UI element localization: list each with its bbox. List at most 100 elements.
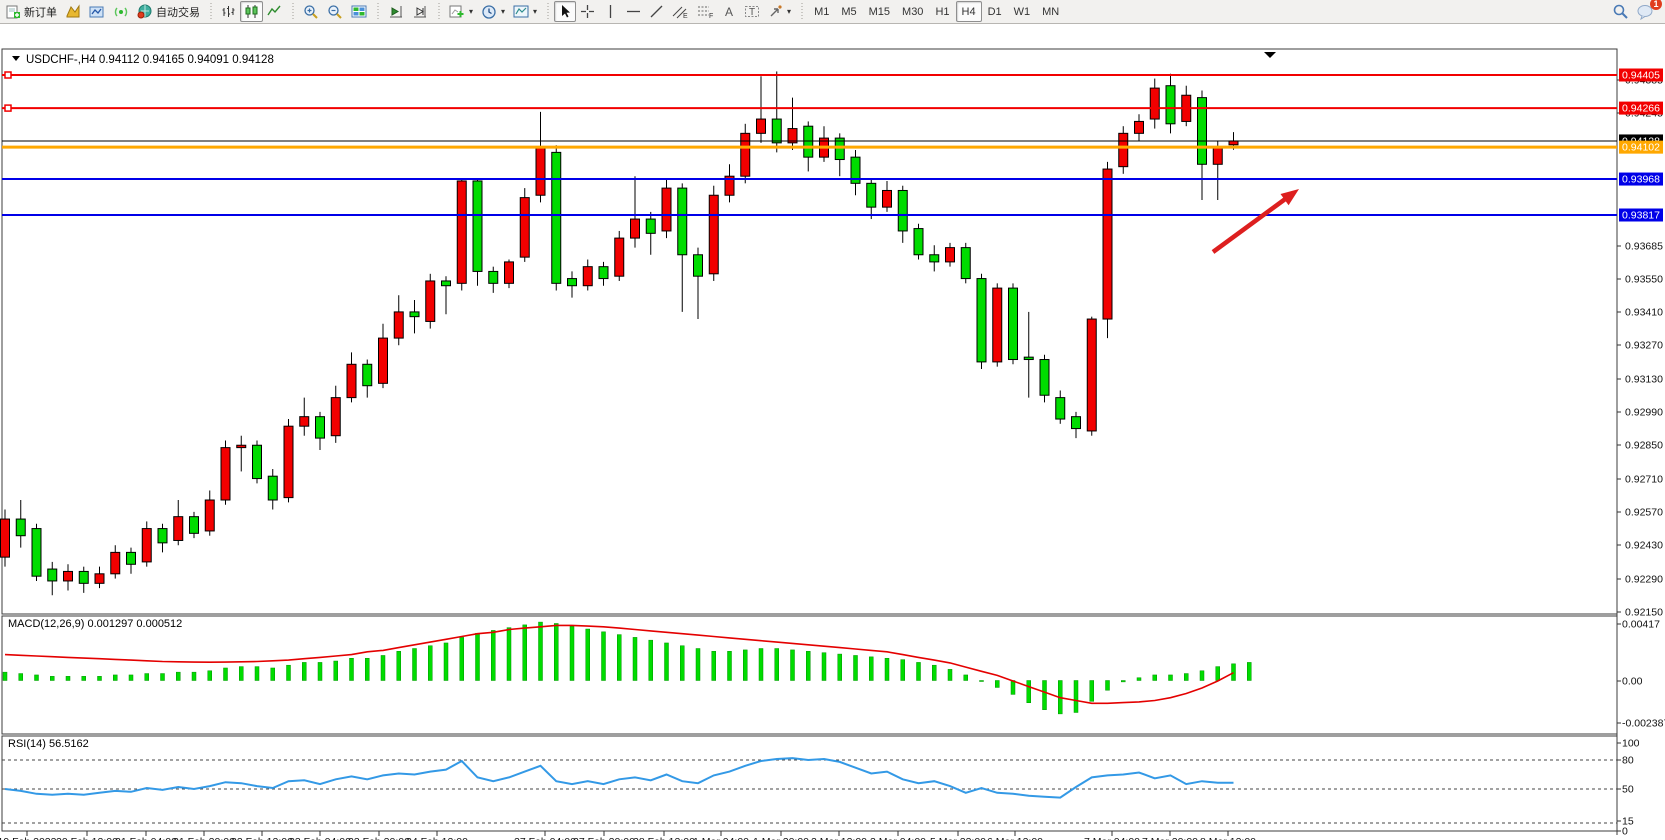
candlestick xyxy=(913,228,924,256)
bar-chart-button[interactable] xyxy=(217,1,240,22)
candlestick-button[interactable] xyxy=(240,1,263,22)
text-button[interactable]: A xyxy=(718,1,740,22)
rsi-label: RSI(14) 56.5162 xyxy=(8,738,89,750)
tf-m15[interactable]: M15 xyxy=(863,1,896,22)
macd-histogram-bar xyxy=(128,674,134,681)
macd-histogram-bar xyxy=(459,637,464,681)
cursor-button[interactable] xyxy=(554,1,577,22)
periods-button[interactable]: ▾ xyxy=(477,1,509,22)
macd-histogram-bar xyxy=(1199,670,1205,681)
price-tick-label: 0.93270 xyxy=(1625,340,1663,352)
trend-arrow-head[interactable] xyxy=(1280,189,1300,206)
tf-d1[interactable]: D1 xyxy=(982,1,1008,22)
price-chart[interactable]: 0.943850.942450.936850.935500.934100.932… xyxy=(0,23,1665,840)
signals-button[interactable] xyxy=(109,1,133,22)
search-icon xyxy=(1613,4,1628,19)
line-handle[interactable] xyxy=(4,104,12,112)
tf-h1-label: H1 xyxy=(935,5,950,18)
search-button[interactable] xyxy=(1608,1,1633,22)
tf-m30-label: M30 xyxy=(902,5,924,18)
candlestick xyxy=(378,337,388,384)
price-tick-label: 0.93685 xyxy=(1625,241,1663,253)
line-handle[interactable] xyxy=(4,71,12,79)
candlestick xyxy=(409,311,420,318)
profiles-button[interactable] xyxy=(85,1,109,22)
gold-chart-icon xyxy=(65,4,81,19)
candlestick xyxy=(1023,356,1034,361)
tf-h4[interactable]: H4 xyxy=(955,1,982,22)
auto-trading-button[interactable]: 自动交易 xyxy=(133,1,204,22)
tf-mn[interactable]: MN xyxy=(1036,1,1065,22)
candlestick xyxy=(110,551,121,575)
chart-wizard-button[interactable] xyxy=(61,1,85,22)
line-chart-button[interactable] xyxy=(263,1,286,22)
template-icon xyxy=(513,4,529,19)
chevron-down-icon: ▾ xyxy=(501,7,506,16)
chart-end-marker-icon xyxy=(1264,52,1276,58)
chart-title: USDCHF-,H4 0.94112 0.94165 0.94091 0.941… xyxy=(26,54,274,66)
toolbar-group-drawing: E F A T ▾ xyxy=(552,0,797,23)
candlestick xyxy=(866,182,877,208)
candlestick xyxy=(661,187,672,232)
arrows-button[interactable]: ▾ xyxy=(764,1,795,22)
hline-button[interactable] xyxy=(622,1,645,22)
crosshair-button[interactable] xyxy=(576,1,599,22)
tile-windows-button[interactable] xyxy=(347,1,371,22)
tf-w1-label: W1 xyxy=(1013,5,1031,18)
candlestick xyxy=(78,570,89,584)
trendline-button[interactable] xyxy=(645,1,668,22)
chart-autoscroll-button[interactable] xyxy=(408,1,432,22)
date-label: 6 Mar 12:00 xyxy=(987,836,1043,840)
macd-histogram-bar xyxy=(853,655,858,681)
macd-histogram-bar xyxy=(412,648,417,681)
macd-histogram-bar xyxy=(569,626,575,681)
indicators-button[interactable]: ▾ xyxy=(445,1,477,22)
macd-histogram-bar xyxy=(333,660,338,681)
candlestick xyxy=(1039,359,1050,396)
toolbar-separator xyxy=(799,2,805,21)
tf-m30[interactable]: M30 xyxy=(896,1,929,22)
channel-button[interactable]: E xyxy=(668,1,693,22)
candlestick xyxy=(1134,120,1144,134)
tf-m5[interactable]: M5 xyxy=(835,1,862,22)
text-label-icon: T xyxy=(744,4,760,19)
price-tick-label: 0.93130 xyxy=(1625,374,1663,386)
tf-m1[interactable]: M1 xyxy=(808,1,835,22)
chart-shift-button[interactable] xyxy=(384,1,408,22)
trend-arrow-annotation[interactable] xyxy=(1211,195,1290,254)
zoom-out-button[interactable] xyxy=(323,1,347,22)
tf-h1[interactable]: H1 xyxy=(929,1,955,22)
vline-button[interactable] xyxy=(599,1,622,22)
label-button[interactable]: T xyxy=(740,1,764,22)
toolbar-group-trade: 新订单 自动交易 xyxy=(0,0,206,23)
macd-histogram-bar xyxy=(963,674,968,681)
chat-icon xyxy=(1637,4,1653,20)
macd-histogram-bar xyxy=(1215,666,1220,681)
candlestick xyxy=(551,151,562,284)
tf-w1[interactable]: W1 xyxy=(1008,1,1037,22)
zoom-in-button[interactable] xyxy=(299,1,323,22)
price-level-badge-label: 0.93968 xyxy=(1622,174,1660,186)
chart-area: 0.943850.942450.936850.935500.934100.932… xyxy=(0,23,1665,840)
tf-m15-label: M15 xyxy=(868,5,891,18)
macd-histogram-bar xyxy=(554,623,559,681)
macd-histogram-bar xyxy=(538,621,543,681)
candlestick xyxy=(724,175,735,196)
toolbar-group-objects: ▾ ▾ ▾ xyxy=(443,0,543,23)
date-label: 19 Feb 2023 xyxy=(0,836,57,840)
macd-histogram-bar xyxy=(790,649,795,681)
new-order-button[interactable]: 新订单 xyxy=(2,1,61,22)
notifications-button[interactable]: 1 xyxy=(1633,0,1662,22)
templates-button[interactable]: ▾ xyxy=(509,1,541,22)
candlestick xyxy=(614,237,625,277)
candlestick xyxy=(787,128,798,144)
new-order-icon xyxy=(6,4,21,19)
macd-histogram-bar xyxy=(947,669,953,681)
macd-histogram-bar xyxy=(1073,680,1079,713)
new-order-button-label: 新订单 xyxy=(24,6,57,19)
chart-title-collapse-icon[interactable] xyxy=(12,56,20,61)
macd-histogram-bar xyxy=(160,673,165,681)
bars-icon xyxy=(221,4,236,19)
fibonacci-button[interactable]: F xyxy=(693,1,718,22)
